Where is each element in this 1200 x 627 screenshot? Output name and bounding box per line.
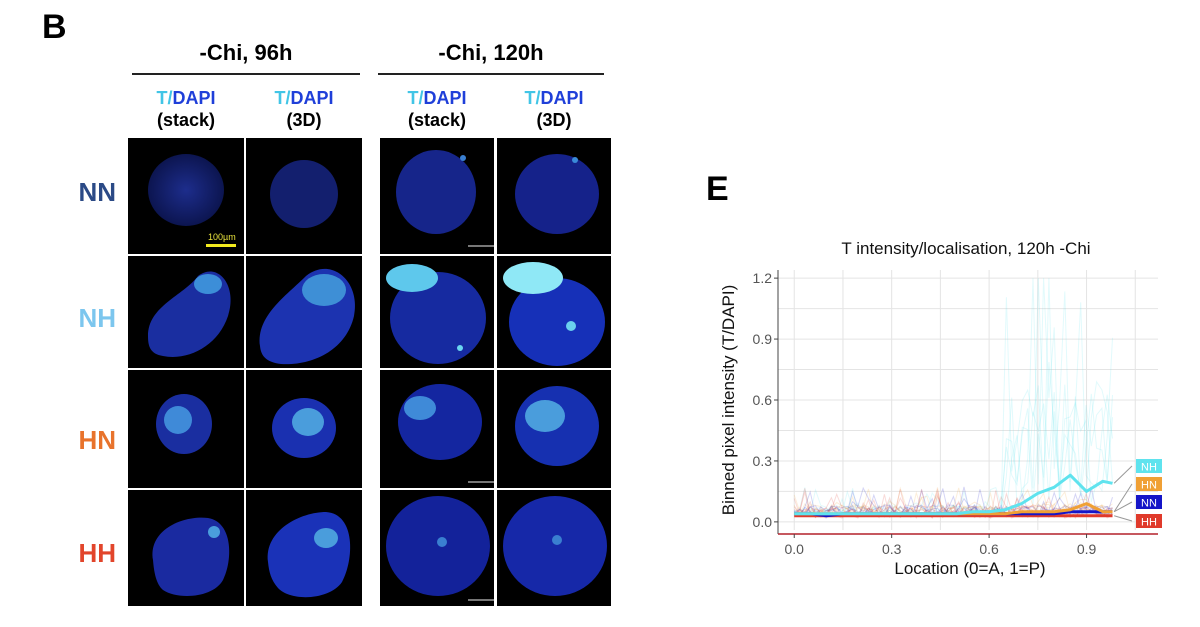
y-tick-label: 0.0	[753, 514, 773, 530]
individual-traces	[793, 278, 1113, 520]
legend-label-nn: NN	[1141, 498, 1157, 510]
condition-title-96h: -Chi, 96h	[199, 40, 293, 65]
axes: 0.0 0.3 0.6 0.9 0.0 0.3 0.6 0.9 1.2	[753, 270, 1158, 557]
legend-swatch-hh	[1136, 514, 1162, 528]
row-label-nh: NH	[78, 303, 116, 333]
microscopy-tile-hn-96h-stack	[128, 370, 244, 488]
legend: NH HN NN HH	[1113, 459, 1162, 529]
legend-leader-line	[1114, 515, 1133, 522]
legend-swatch-nh	[1136, 459, 1162, 473]
column-header-120h-stack: T/DAPI (stack)	[380, 87, 494, 131]
legend-leader-line	[1113, 465, 1133, 484]
microscopy-tile-hn-96h-3d	[246, 370, 362, 488]
t-channel-label: T/	[524, 88, 541, 108]
gridlines	[778, 270, 1158, 530]
microscopy-tile-hh-96h-3d	[246, 490, 362, 606]
individual-trace	[793, 392, 1113, 518]
individual-trace	[793, 490, 1113, 517]
microscopy-tile-nh-120h-3d	[497, 256, 611, 368]
view-type-label: (3D)	[286, 110, 322, 130]
x-tick-label: 0.3	[882, 541, 902, 557]
y-tick-label: 0.6	[753, 392, 773, 408]
y-tick-label: 0.3	[753, 453, 773, 469]
y-tick-label: 1.2	[753, 270, 773, 286]
x-tick-label: 0.0	[785, 541, 805, 557]
row-label-hh: HH	[78, 538, 116, 568]
scale-bar-label: 100µm	[208, 232, 236, 242]
organoid-image	[396, 150, 494, 247]
organoid-image	[503, 262, 605, 366]
organoid-image	[503, 496, 607, 596]
legend-leader-line	[1113, 501, 1133, 513]
dapi-channel-label: DAPI	[423, 88, 467, 108]
dapi-channel-label: DAPI	[172, 88, 216, 108]
series-lines	[794, 473, 1113, 518]
microscopy-tile-nn-96h-stack: 100µm	[128, 138, 244, 254]
y-axis-label: Binned pixel intensity (T/DAPI)	[719, 285, 738, 516]
organoid-image	[272, 398, 336, 458]
individual-trace	[794, 278, 1113, 518]
organoid-image	[156, 394, 212, 454]
microscopy-tile-hn-120h-3d	[497, 370, 611, 488]
microscopy-tile-nn-120h-stack	[380, 138, 494, 254]
intensity-line-chart: T intensity/localisation, 120h -Chi 0.0 0…	[719, 239, 1162, 578]
legend-label-hh: HH	[1141, 517, 1157, 529]
microscopy-tile-hh-120h-3d	[497, 490, 611, 606]
microscopy-tile-hn-120h-stack	[380, 370, 494, 488]
individual-trace	[793, 302, 1113, 518]
t-channel-label: T/	[407, 88, 424, 108]
organoid-image	[267, 512, 351, 598]
column-header-120h-3d: T/DAPI (3D)	[497, 87, 611, 131]
organoid-image	[386, 264, 486, 364]
organoid-image	[270, 160, 338, 228]
x-tick-label: 0.6	[979, 541, 999, 557]
legend-swatch-nn	[1136, 495, 1162, 509]
series-line-nh	[794, 473, 1113, 516]
organoid-image	[259, 268, 356, 365]
panel-b-letter: B	[42, 8, 67, 46]
organoid-image	[386, 496, 494, 601]
dapi-channel-label: DAPI	[290, 88, 334, 108]
column-header-96h-stack: T/DAPI (stack)	[128, 87, 244, 131]
x-axis-label: Location (0=A, 1=P)	[894, 559, 1045, 578]
microscopy-tile-hh-120h-stack	[380, 490, 494, 606]
y-tick-label: 0.9	[753, 331, 773, 347]
view-type-label: (stack)	[156, 110, 216, 130]
view-type-label: (3D)	[536, 110, 572, 130]
individual-trace	[794, 488, 1113, 519]
microscopy-tile-nh-120h-stack	[380, 256, 494, 368]
column-header-96h-3d: T/DAPI (3D)	[246, 87, 362, 131]
condition-title-120h: -Chi, 120h	[438, 40, 544, 65]
condition-divider-96h	[132, 73, 360, 75]
microscopy-tile-nn-120h-3d	[497, 138, 611, 254]
legend-swatch-hn	[1136, 477, 1162, 491]
microscopy-tile-nh-96h-3d	[246, 256, 362, 368]
panel-e-letter: E	[706, 170, 729, 208]
scale-bar	[206, 244, 236, 247]
t-channel-label: T/	[274, 88, 291, 108]
condition-divider-120h	[378, 73, 604, 75]
t-channel-label: T/	[156, 88, 173, 108]
row-label-hn: HN	[78, 425, 116, 455]
row-label-nn: NN	[78, 177, 116, 207]
organoid-image	[515, 386, 599, 466]
organoid-image	[148, 271, 231, 357]
view-type-label: (stack)	[407, 110, 467, 130]
legend-label-hn: HN	[1141, 480, 1157, 492]
chart-title: T intensity/localisation, 120h -Chi	[841, 239, 1090, 258]
organoid-image	[152, 517, 230, 596]
organoid-image	[515, 154, 599, 234]
microscopy-tile-nh-96h-stack	[128, 256, 244, 368]
microscopy-tile-nn-96h-3d	[246, 138, 362, 254]
dapi-channel-label: DAPI	[540, 88, 584, 108]
individual-trace	[793, 487, 1113, 518]
organoid-image	[398, 384, 494, 483]
legend-label-nh: NH	[1141, 462, 1157, 474]
microscopy-tile-hh-96h-stack	[128, 490, 244, 606]
organoid-image	[148, 154, 224, 226]
x-tick-label: 0.9	[1077, 541, 1097, 557]
legend-leader-line	[1113, 483, 1133, 512]
